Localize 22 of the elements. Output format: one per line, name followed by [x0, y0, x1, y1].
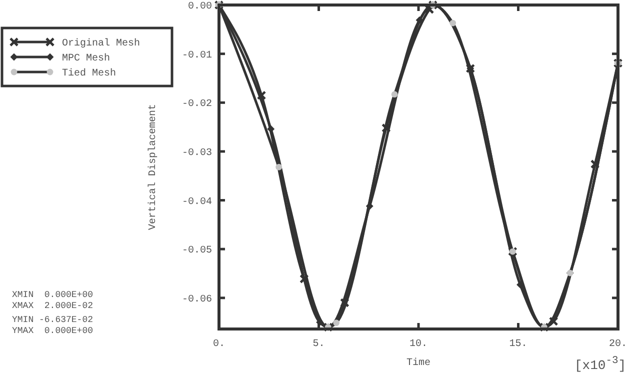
y-tick-label: -0.02	[182, 99, 212, 110]
y-tick-label: -0.05	[182, 246, 212, 257]
x-tick-label: 10.	[409, 339, 428, 350]
y-axis-title: Vertical Displacement	[147, 104, 159, 230]
y-tick-label: -0.06	[182, 294, 212, 306]
y-tick-label: -0.03	[182, 148, 212, 159]
text: [x10$^{-3}$]	[574, 355, 626, 373]
legend-label: Tied Mesh	[62, 68, 116, 80]
x-tick-label: 0.	[212, 339, 226, 350]
legend-label: Original Mesh	[62, 38, 140, 50]
y-tick-label: -0.04	[182, 196, 212, 208]
text: XMIN 0.000E+00	[12, 290, 94, 300]
x-tick-label: 5.	[312, 339, 325, 350]
x-axis-title: Time	[406, 357, 431, 369]
x-tick-label: 15.	[509, 339, 528, 350]
text: XMAX 2.000E-02	[12, 301, 94, 311]
legend-label: MPC Mesh	[62, 52, 110, 64]
x-tick-label: 20.	[608, 339, 628, 350]
y-tick-label: 0.00	[188, 2, 212, 12]
text: YMIN -6.637E-02	[12, 315, 94, 325]
text: YMAX 0.000E+00	[12, 326, 94, 336]
y-tick-label: -0.01	[182, 50, 212, 62]
